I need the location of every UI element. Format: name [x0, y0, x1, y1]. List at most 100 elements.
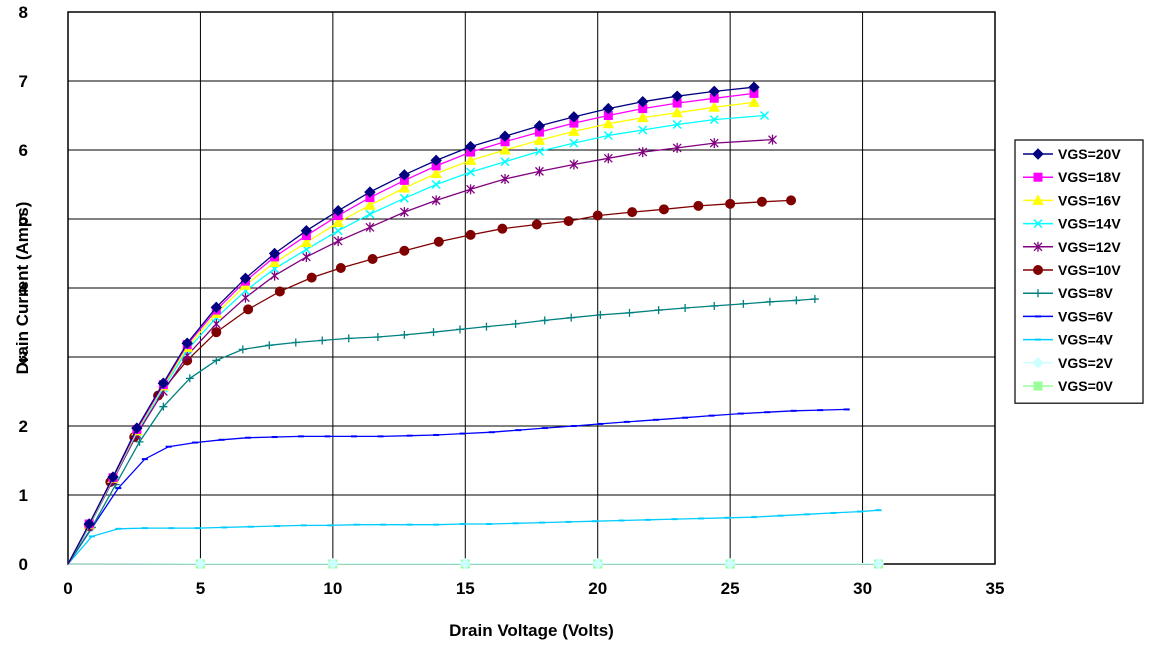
data-point — [724, 557, 736, 570]
data-point — [344, 334, 353, 343]
x-tick-label: 25 — [721, 579, 740, 598]
data-point — [482, 322, 491, 331]
data-point — [534, 166, 544, 177]
data-point — [603, 153, 613, 164]
data-point — [212, 356, 221, 365]
data-point — [239, 272, 252, 285]
data-point — [709, 115, 719, 125]
data-point — [638, 125, 648, 135]
data-point — [709, 138, 719, 149]
data-point — [602, 117, 615, 129]
data-point — [364, 186, 376, 198]
data-point — [464, 154, 477, 165]
data-point — [725, 198, 736, 209]
data-point — [270, 270, 280, 281]
data-point — [748, 81, 760, 93]
data-point — [499, 130, 511, 142]
series-vgs-6v — [67, 408, 850, 565]
series-line — [67, 138, 773, 565]
data-point — [534, 146, 544, 156]
y-tick-label: 1 — [19, 486, 28, 505]
x-tick-label: 15 — [456, 579, 475, 598]
data-point — [569, 159, 579, 170]
series-vgs-4v — [67, 509, 882, 565]
data-point — [291, 338, 300, 347]
data-point — [399, 193, 409, 203]
data-point — [567, 313, 576, 322]
data-point — [398, 181, 411, 193]
legend-marker — [1033, 219, 1043, 229]
legend-label: VGS=10V — [1058, 262, 1121, 278]
data-point — [364, 199, 376, 210]
y-axis-title: Drain Current (Amps) — [13, 202, 32, 375]
data-point — [327, 557, 339, 570]
legend-item: VGS=4V — [1023, 332, 1114, 348]
data-point — [671, 90, 683, 102]
data-point — [399, 207, 409, 218]
x-tick-label: 5 — [196, 579, 205, 598]
data-point — [765, 297, 774, 306]
legend-label: VGS=4V — [1058, 332, 1114, 348]
data-point — [531, 219, 542, 230]
legend-item: VGS=16V — [1023, 192, 1121, 208]
series-line — [67, 199, 792, 565]
data-point — [332, 216, 345, 227]
data-point — [636, 111, 649, 123]
legend-item: VGS=8V — [1023, 285, 1114, 301]
legend-item: VGS=20V — [1023, 146, 1121, 162]
data-point — [568, 125, 580, 136]
legend-label: VGS=14V — [1058, 216, 1121, 232]
legend-label: VGS=18V — [1058, 169, 1121, 185]
grid — [67, 11, 996, 565]
data-point — [708, 85, 720, 98]
data-point — [185, 374, 194, 383]
data-point — [398, 169, 411, 181]
data-point — [810, 295, 819, 304]
data-point — [429, 328, 438, 337]
data-point — [431, 195, 441, 206]
x-tick-label: 10 — [323, 579, 342, 598]
data-point — [265, 341, 274, 350]
data-point — [637, 95, 649, 108]
data-point — [569, 138, 579, 148]
legend-marker — [1034, 289, 1042, 298]
data-point — [238, 345, 247, 354]
data-point — [332, 205, 344, 217]
legend: VGS=20V VGS=18V VGS=16V VGS=14V VGS=12V VGS=1… — [1014, 139, 1144, 404]
data-point — [464, 140, 477, 153]
data-point — [300, 236, 313, 247]
data-point — [760, 110, 770, 121]
data-point — [211, 327, 222, 338]
data-point — [306, 272, 317, 283]
data-point — [872, 557, 885, 570]
legend-label: VGS=2V — [1058, 355, 1114, 371]
data-point — [792, 296, 801, 305]
series-group — [67, 81, 885, 570]
x-tick-label: 0 — [63, 579, 72, 598]
data-point — [654, 306, 663, 315]
data-point — [433, 236, 444, 247]
series-vgs-8v — [67, 295, 819, 565]
data-point — [430, 154, 442, 167]
data-point — [500, 157, 510, 167]
legend-marker — [1033, 265, 1043, 275]
data-point — [83, 518, 95, 530]
data-point — [540, 316, 549, 325]
data-point — [786, 195, 797, 206]
y-tick-label: 6 — [19, 141, 28, 160]
data-point — [455, 325, 464, 334]
y-tick-label: 7 — [19, 72, 28, 91]
data-point — [466, 167, 476, 177]
series-vgs-10v — [67, 195, 797, 565]
data-point — [568, 111, 580, 123]
data-point — [739, 299, 748, 308]
data-point — [159, 402, 168, 411]
series-vgs-12v — [67, 134, 777, 565]
data-point — [335, 262, 346, 273]
data-point — [681, 304, 690, 313]
data-point — [672, 119, 682, 130]
data-point — [602, 102, 615, 115]
legend-label: VGS=6V — [1058, 308, 1114, 324]
legend-item: VGS=6V — [1023, 308, 1114, 324]
series-vgs-14v — [67, 110, 770, 565]
